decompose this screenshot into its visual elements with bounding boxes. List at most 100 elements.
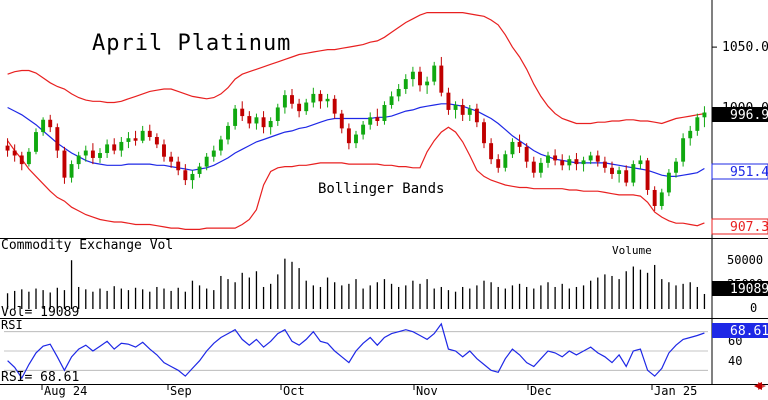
candle-body <box>211 150 216 157</box>
candle-body <box>254 117 259 124</box>
candlestick <box>624 165 629 187</box>
candle-body <box>418 71 422 86</box>
candle-body <box>133 138 138 141</box>
candle-body <box>659 192 664 206</box>
candlestick <box>48 114 53 133</box>
date-label: Aug 24 <box>44 384 87 398</box>
candle-body <box>688 130 693 139</box>
candlestick <box>375 108 380 126</box>
candlestick <box>254 113 259 130</box>
bollinger-middle-band <box>7 103 705 177</box>
candle-body <box>588 155 593 161</box>
candlestick <box>403 74 408 94</box>
candlestick <box>119 137 124 157</box>
candlestick <box>666 169 671 197</box>
rsi-panel-label: RSI <box>1 318 23 332</box>
candle-body <box>268 121 273 128</box>
candlestick <box>638 155 643 170</box>
chart-title: April Platinum <box>92 31 291 56</box>
candlestick <box>659 188 664 210</box>
candlestick <box>211 145 216 162</box>
candle-body <box>34 132 38 152</box>
candle-body <box>595 155 600 162</box>
candle-body <box>247 116 252 124</box>
volume-series-label: Volume <box>612 244 652 257</box>
candle-body <box>190 173 195 181</box>
candle-body <box>439 65 444 93</box>
candle-body <box>69 164 74 178</box>
candlestick <box>482 118 486 149</box>
candle-body <box>510 141 515 155</box>
candle-body <box>162 144 166 157</box>
candle-body <box>382 104 387 121</box>
scroll-right-arrow-icon[interactable] <box>754 382 766 390</box>
candle-body <box>346 128 351 144</box>
candlestick <box>297 98 302 118</box>
volume-tick-label: 50000 <box>727 253 763 267</box>
candlestick <box>346 123 351 150</box>
candle-body <box>602 161 607 168</box>
candle-body <box>204 156 209 167</box>
candlestick <box>90 143 95 165</box>
lower-band-value: 907.3 <box>730 220 768 235</box>
candlestick <box>602 156 607 173</box>
candle-body <box>631 164 636 183</box>
candle-body <box>261 117 266 128</box>
candle-body <box>26 151 31 165</box>
candle-body <box>112 144 117 151</box>
candlestick <box>489 138 494 165</box>
middle-band-value: 951.4 <box>730 165 768 180</box>
candle-body <box>90 150 95 158</box>
volume-readout: Vol= 19089 <box>1 305 79 320</box>
candle-body <box>666 172 671 193</box>
candlestick <box>197 162 202 178</box>
axis-layer <box>0 0 768 390</box>
candlestick <box>560 154 565 171</box>
date-label: Jan 25 <box>654 384 697 398</box>
candle-body <box>645 160 650 190</box>
candle-body <box>617 170 622 174</box>
date-label: Sep <box>170 384 192 398</box>
candlestick <box>595 150 600 167</box>
candle-body <box>446 92 451 110</box>
date-label: Oct <box>283 384 305 398</box>
candle-body <box>154 137 159 145</box>
rsi-tick-label: 40 <box>728 354 742 368</box>
candle-body <box>546 155 550 163</box>
candle-body <box>403 79 408 89</box>
candlestick <box>432 61 437 86</box>
candle-body <box>574 159 579 165</box>
rsi-line <box>7 322 705 380</box>
candlestick <box>496 154 501 173</box>
candlestick <box>567 155 572 171</box>
candle-body <box>425 81 430 86</box>
last-price-tag <box>712 107 768 122</box>
candlestick <box>204 153 209 171</box>
candlestick <box>410 66 415 87</box>
candlestick <box>69 160 74 183</box>
candlestick <box>261 111 266 134</box>
candle-body <box>76 155 81 165</box>
candlestick <box>581 156 586 172</box>
upper-band-tag <box>711 163 768 180</box>
volume-panel <box>6 258 706 309</box>
candlestick <box>588 151 593 165</box>
candle-body <box>282 95 287 108</box>
candlestick <box>368 112 373 130</box>
candlestick <box>19 151 24 171</box>
candle-body <box>183 170 188 181</box>
candlestick <box>531 156 536 178</box>
candlestick <box>361 121 366 140</box>
candlestick <box>652 186 657 211</box>
candle-body <box>318 93 323 102</box>
candle-body <box>695 117 700 131</box>
candlestick <box>425 76 430 94</box>
candle-body <box>581 160 586 165</box>
candlestick <box>126 132 131 149</box>
date-label: Dec <box>530 384 552 398</box>
candle-body <box>453 104 458 110</box>
candlestick <box>439 56 444 97</box>
candle-body <box>339 113 344 129</box>
candle-body <box>119 141 124 151</box>
candlestick <box>12 144 17 162</box>
